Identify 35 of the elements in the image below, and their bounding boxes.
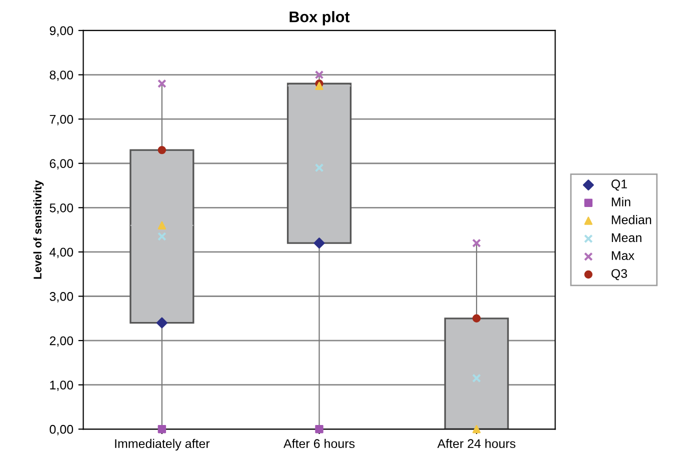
point — [158, 425, 166, 434]
y-tick-label: 9,00 — [50, 26, 74, 37]
y-tick-label: 1,00 — [50, 380, 74, 391]
y-axis-title: Level of sensitivity — [33, 180, 44, 279]
point — [315, 425, 324, 434]
point — [314, 70, 324, 80]
legend-label: Mean — [612, 233, 642, 242]
legend-label: Min — [612, 197, 630, 206]
y-tick-label: 7,00 — [50, 114, 74, 126]
legend-label: Q1 — [611, 180, 627, 191]
point — [472, 314, 481, 322]
y-tick-label: 4,00 — [50, 248, 74, 258]
point — [314, 163, 324, 172]
x-tick-label: Immediately after — [115, 438, 210, 451]
x-tick-label: After 6 hours — [283, 438, 355, 448]
point — [158, 146, 166, 154]
point — [158, 221, 166, 230]
legend-label: Q3 — [611, 269, 628, 280]
point — [157, 79, 166, 88]
point — [156, 317, 168, 328]
legend-label: Median — [612, 215, 652, 224]
y-tick-label: 6,00 — [50, 159, 74, 170]
point — [472, 238, 481, 248]
point — [472, 374, 481, 383]
point — [157, 232, 166, 241]
point — [472, 425, 481, 434]
y-tick-label: 8,00 — [50, 70, 74, 81]
x-tick-label: After 24 hours — [437, 438, 516, 448]
y-tick-label: 5,00 — [50, 203, 74, 214]
chart-title: Box plot — [290, 11, 350, 26]
y-tick-label: 0,00 — [50, 424, 74, 436]
legend-label: Max — [612, 251, 634, 260]
y-tick-label: 3,00 — [50, 292, 74, 302]
y-tick-label: 2,00 — [50, 336, 74, 347]
point — [314, 238, 325, 249]
